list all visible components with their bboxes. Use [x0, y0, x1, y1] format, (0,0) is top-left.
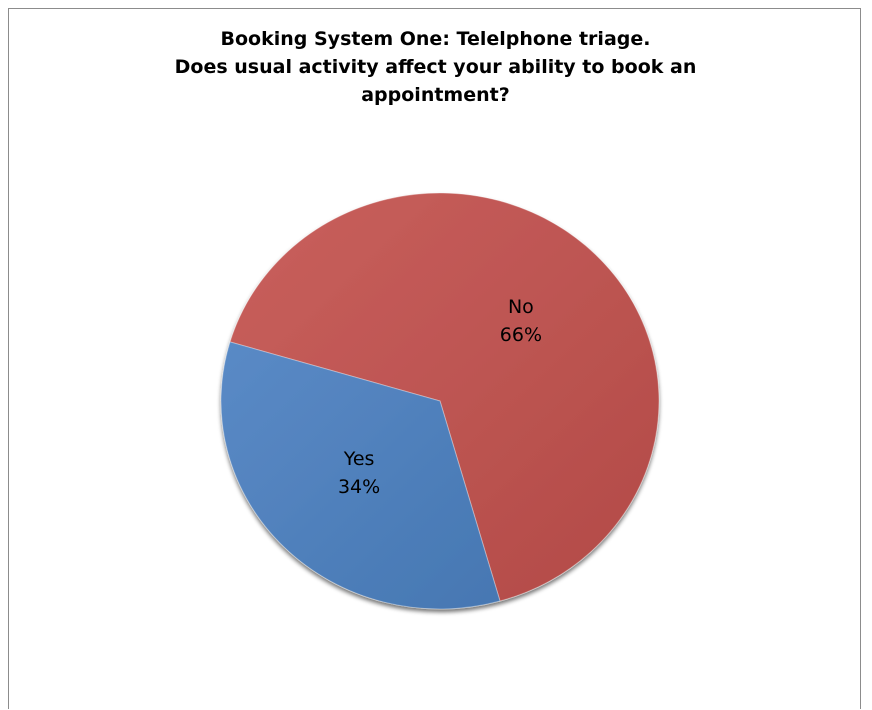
- chart-area: Booking System One: Telelphone triage. D…: [8, 8, 861, 709]
- chart-title-line-3: appointment?: [361, 84, 510, 106]
- pie-slice-yes: [220, 341, 501, 610]
- slice-value-no: 66%: [500, 324, 542, 346]
- chart-title-line-1: Booking System One: Telelphone triage.: [220, 28, 651, 50]
- pie-slice-no: [229, 192, 660, 602]
- slice-label-no: No: [508, 296, 534, 318]
- slice-label-yes: Yes: [343, 448, 375, 470]
- pie-chart: No 66% Yes 34%: [220, 192, 660, 610]
- chart-title: Booking System One: Telelphone triage. D…: [9, 25, 862, 109]
- pie-labels: No 66% Yes 34%: [338, 296, 542, 498]
- chart-title-line-2: Does usual activity affect your ability …: [174, 56, 697, 78]
- pie-slices: [220, 192, 660, 610]
- slice-value-yes: 34%: [338, 476, 380, 498]
